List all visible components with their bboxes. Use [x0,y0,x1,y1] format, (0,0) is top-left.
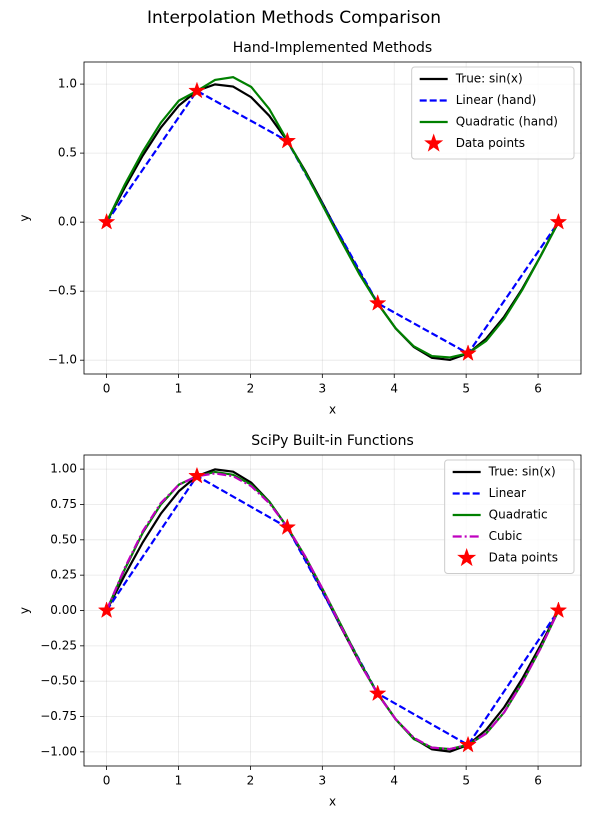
x-tick-label: 3 [319,382,327,396]
legend-label: Data points [489,551,558,565]
legend-label: Linear (hand) [456,93,537,107]
line-series [105,76,560,359]
x-tick-label: 4 [390,382,398,396]
y-tick-label: 0.00 [50,603,77,617]
data-point [368,684,387,702]
data-point [278,131,297,149]
legend-label: Data points [456,136,525,150]
data-point [368,294,387,311]
y-axis-label: y [18,214,32,221]
data-point [188,81,206,99]
legend: True: sin(x) Linear (hand) Quadratic (hand… [411,66,575,160]
data-point [188,466,206,484]
x-tick-label: 6 [534,774,542,788]
subplot: 0 1 2 3 4 5 6 −1.00 −0.75 −0.50 −0.25 0.00 0.25 0.50 0… [18,433,582,809]
y-axis-label: y [18,607,32,614]
x-axis-label: x [329,795,336,809]
figure-title: Interpolation Methods Comparison [147,8,441,28]
axes-frame [83,454,582,767]
x-tick-label: 4 [390,774,398,788]
data-point [459,735,477,753]
x-tick-label: 5 [462,382,470,396]
legend-label: Quadratic (hand) [456,115,558,129]
x-tick-label: 6 [534,382,542,396]
y-tick-label: 0.5 [58,146,77,160]
x-tick-label: 1 [175,774,183,788]
x-tick-label: 1 [175,382,183,396]
legend-marker [457,547,477,567]
subplot-title: SciPy Built-in Functions [251,433,414,449]
x-axis-label: x [329,403,336,417]
subplot-title: Hand-Implemented Methods [233,40,432,56]
y-tick-label: −1.0 [48,353,77,367]
legend: True: sin(x) Linear Quadratic Cubic Data poi… [444,459,575,574]
x-tick-label: 3 [319,774,327,788]
data-point [549,212,568,230]
subplot: 0 1 2 3 4 5 6 −1.0 −0.5 0.0 0.5 1.0 Hand-Implemented… [18,40,582,417]
y-tick-label: 0.0 [58,215,77,229]
y-tick-label: 1.0 [58,77,77,91]
legend-label: Quadratic [489,508,548,522]
data-point [278,518,297,535]
y-tick-label: 1.00 [50,462,77,476]
legend-label: True: sin(x) [455,72,523,86]
y-tick-label: −1.00 [40,744,77,758]
x-tick-label: 0 [103,774,111,788]
y-tick-label: −0.25 [40,638,77,652]
y-tick-label: −0.75 [40,709,77,723]
data-point [459,344,477,361]
y-tick-label: 0.50 [50,532,77,546]
data-point [97,601,116,618]
y-tick-label: 0.25 [50,568,77,582]
legend-label: Cubic [489,529,523,543]
line-series [105,472,560,751]
legend-frame [411,66,575,160]
axes-frame [83,61,582,375]
legend-label: Linear [489,486,526,500]
legend-marker [424,133,444,152]
data-point [549,601,568,618]
y-tick-label: −0.50 [40,674,77,688]
y-tick-label: 0.75 [50,497,77,511]
legend-label: True: sin(x) [488,465,556,479]
x-tick-label: 2 [247,382,255,396]
x-tick-label: 5 [462,774,470,788]
y-tick-label: −0.5 [48,284,77,298]
legend-frame [444,459,575,574]
x-tick-label: 0 [103,382,111,396]
data-point [97,212,116,230]
x-tick-label: 2 [247,774,255,788]
